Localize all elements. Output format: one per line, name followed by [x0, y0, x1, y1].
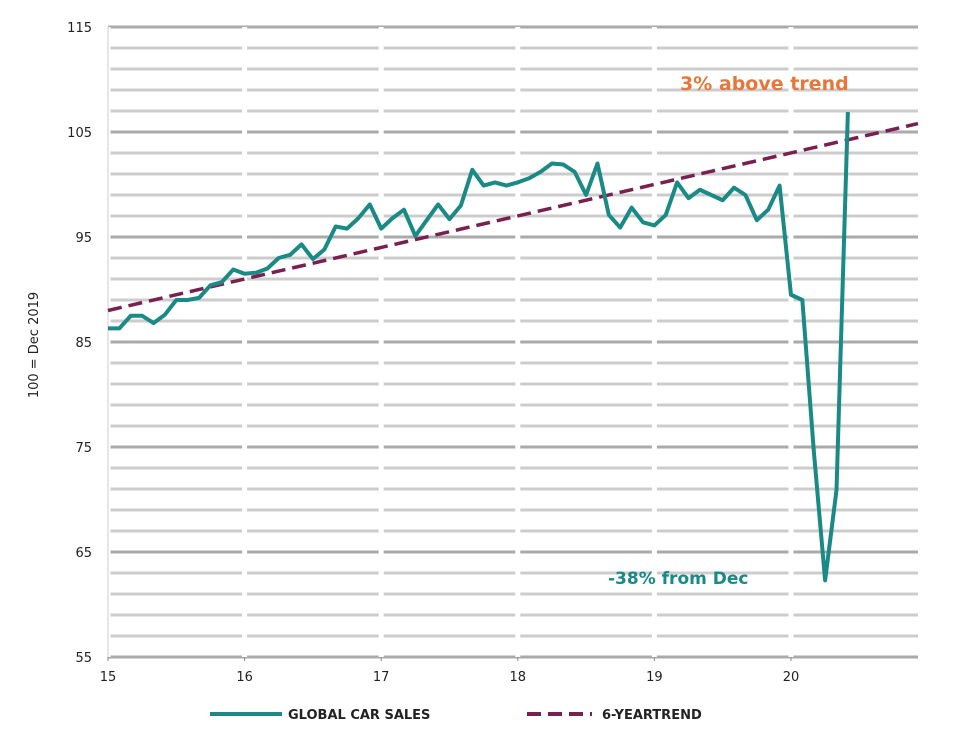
- x-tick-label: 18: [510, 670, 527, 685]
- trend-line: [107, 121, 919, 313]
- x-tick-label: 20: [783, 670, 800, 685]
- car-sales-line: [108, 111, 850, 583]
- y-tick-label: 95: [75, 231, 92, 246]
- x-tick-label: 17: [373, 670, 390, 685]
- grid: [105, 25, 918, 659]
- y-tick-label: 55: [75, 651, 92, 666]
- series: [107, 111, 919, 583]
- y-tick-label: 105: [67, 126, 92, 141]
- y-tick-label: 75: [75, 441, 92, 456]
- y-tick-label: 65: [75, 546, 92, 561]
- y-axis-label: 100 = Dec 2019: [27, 292, 42, 398]
- y-tick-label: 85: [75, 336, 92, 351]
- x-tick-label: 19: [646, 670, 663, 685]
- x-tick-label: 15: [100, 670, 117, 685]
- y-axis: 55 65 75 85 95 105 115: [67, 21, 92, 666]
- x-axis: 15 16 17 18 19 20: [100, 657, 800, 685]
- annotation-above-trend: 3% above trend: [680, 73, 849, 95]
- legend: GLOBAL CAR SALES 6-YEARTREND: [210, 708, 702, 723]
- y-tick-label: 115: [67, 21, 92, 36]
- legend-label-trend: 6-YEARTREND: [602, 708, 702, 723]
- x-tick-label: 16: [236, 670, 253, 685]
- legend-label-car-sales: GLOBAL CAR SALES: [288, 708, 430, 723]
- annotation-from-dec: -38% from Dec: [608, 569, 748, 589]
